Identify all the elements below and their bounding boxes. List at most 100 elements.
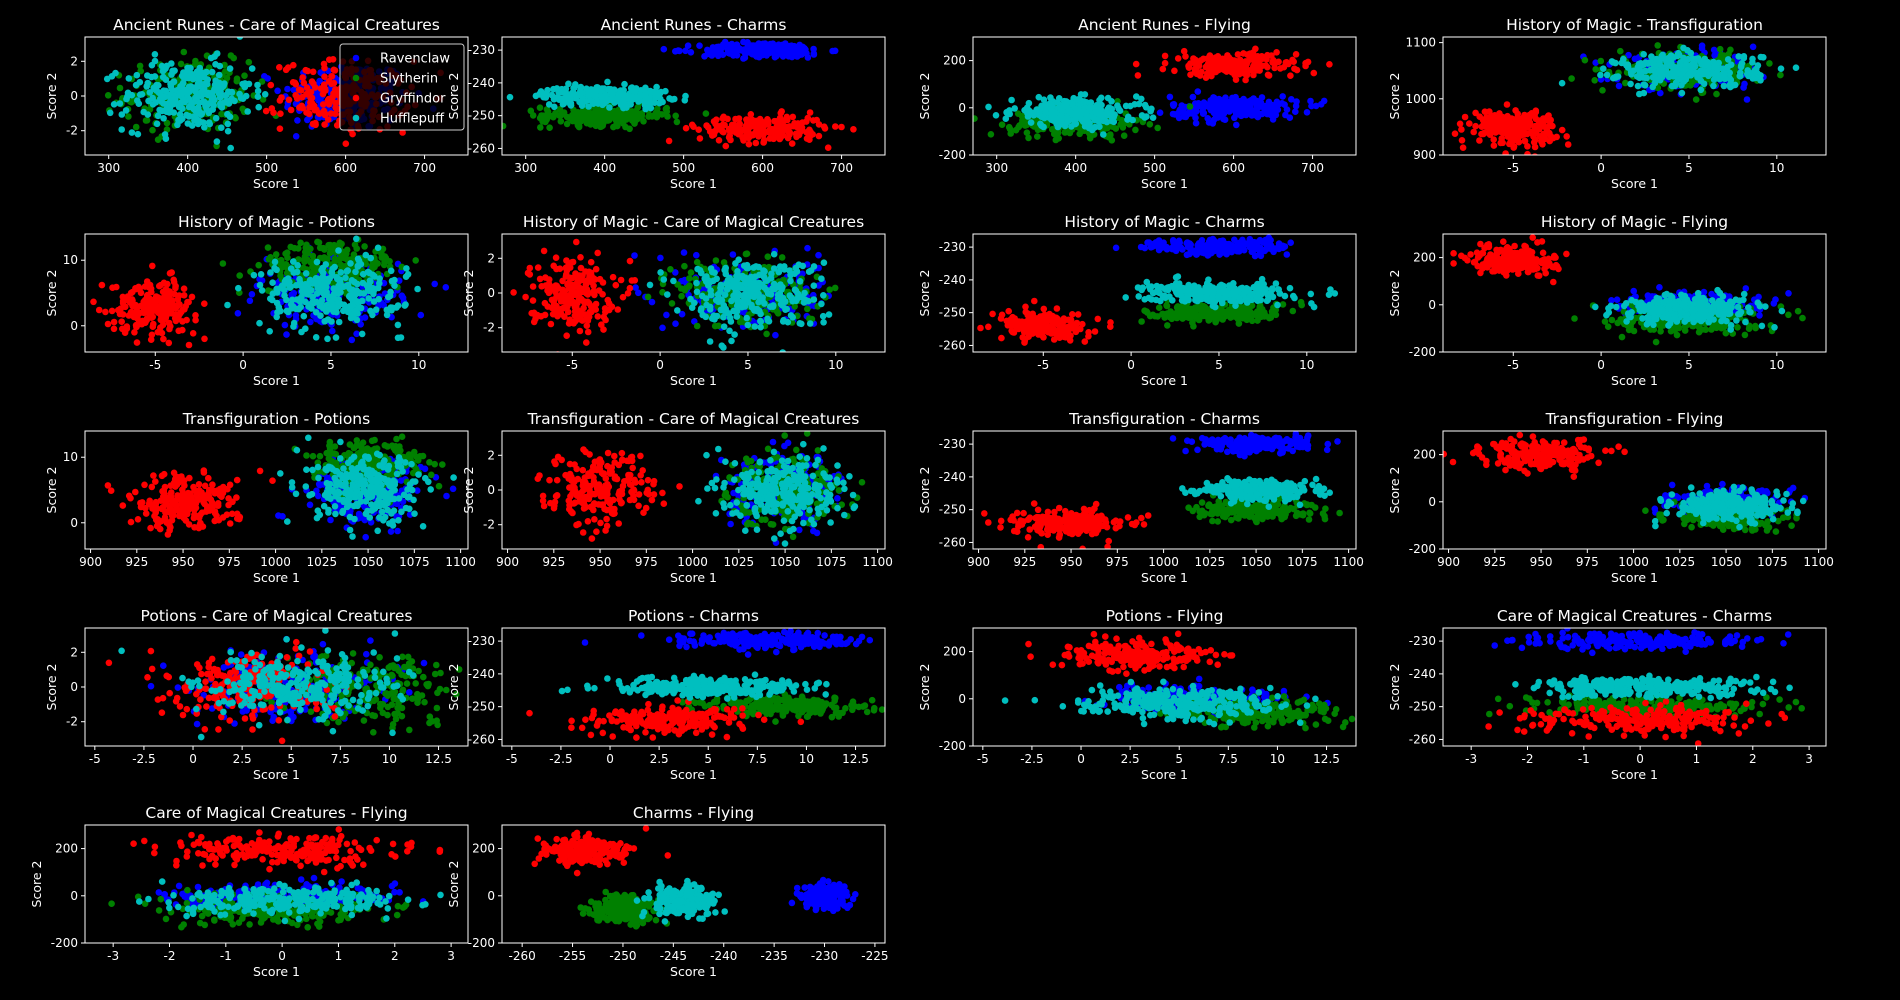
x-tick-label: 300	[985, 161, 1008, 175]
y-tick-label: 1000	[1405, 92, 1436, 106]
data-point	[656, 99, 663, 107]
data-point	[355, 257, 363, 265]
data-point	[170, 276, 177, 284]
data-point	[294, 117, 301, 124]
data-point	[201, 335, 208, 343]
data-point	[123, 95, 130, 103]
data-point	[337, 269, 345, 276]
data-point	[149, 126, 156, 134]
data-point	[1608, 58, 1616, 65]
data-point	[298, 102, 306, 110]
data-point	[1749, 43, 1757, 51]
data-point	[1740, 54, 1748, 62]
scatter-points	[510, 238, 839, 352]
data-point	[346, 303, 353, 310]
data-point	[365, 295, 373, 302]
data-point	[189, 330, 197, 337]
data-point	[1122, 102, 1130, 110]
data-point	[183, 316, 190, 324]
data-point	[328, 73, 335, 80]
data-point	[176, 117, 184, 124]
data-point	[224, 301, 231, 309]
data-point	[1161, 52, 1169, 60]
data-point	[285, 96, 293, 104]
data-point	[255, 261, 262, 269]
data-point	[1553, 133, 1560, 141]
data-point	[682, 124, 690, 132]
data-point	[276, 64, 283, 71]
data-point	[402, 273, 410, 281]
data-point	[1700, 70, 1707, 78]
x-axis-label: Score 1	[670, 176, 717, 191]
data-point	[642, 94, 649, 102]
data-point	[254, 87, 262, 95]
data-point	[1269, 111, 1277, 118]
data-point	[752, 139, 760, 147]
data-point	[103, 75, 111, 83]
data-point	[125, 75, 133, 82]
data-point	[769, 40, 777, 47]
data-point	[1119, 120, 1127, 127]
data-point	[347, 260, 354, 267]
data-point	[1461, 113, 1469, 121]
data-point	[412, 257, 420, 264]
data-point	[180, 292, 188, 299]
data-point	[1192, 119, 1200, 127]
data-point	[224, 127, 232, 135]
data-point	[124, 293, 132, 300]
data-point	[205, 119, 213, 126]
data-point	[1624, 64, 1632, 71]
data-point	[319, 101, 327, 108]
data-point	[168, 86, 176, 93]
data-point	[274, 289, 281, 296]
data-point	[1112, 125, 1120, 132]
y-tick-label: 2	[70, 54, 78, 68]
data-point	[831, 47, 839, 55]
data-point	[1312, 102, 1320, 110]
data-point	[184, 298, 191, 306]
data-point	[336, 239, 344, 247]
data-point	[1273, 49, 1280, 56]
data-point	[657, 88, 665, 96]
data-point	[1240, 50, 1247, 57]
data-point	[1634, 82, 1642, 90]
y-tick-label: 0	[70, 89, 78, 103]
data-point	[1132, 60, 1140, 68]
data-point	[1171, 67, 1178, 75]
data-point	[150, 320, 157, 328]
data-point	[372, 306, 380, 314]
data-point	[166, 325, 173, 333]
data-point	[234, 310, 242, 317]
data-point	[248, 291, 256, 298]
data-point	[1161, 59, 1169, 67]
legend-marker	[352, 114, 360, 122]
data-point	[352, 268, 359, 276]
data-point	[133, 302, 140, 310]
data-point	[630, 86, 638, 93]
data-point	[1086, 134, 1094, 141]
data-point	[1244, 108, 1251, 115]
data-point	[1215, 95, 1223, 103]
data-point	[1653, 55, 1660, 63]
data-point	[394, 302, 402, 309]
data-point	[306, 110, 313, 118]
data-point	[148, 331, 156, 339]
data-point	[241, 72, 248, 79]
data-point	[159, 73, 167, 81]
data-point	[118, 126, 125, 133]
subplot-title: Ancient Runes - Flying	[1078, 16, 1251, 34]
data-point	[1792, 64, 1800, 71]
data-point	[153, 120, 161, 128]
data-point	[1012, 126, 1020, 134]
data-point	[95, 306, 103, 314]
data-point	[250, 271, 258, 279]
data-point	[343, 268, 351, 275]
data-point	[1476, 137, 1483, 144]
data-point	[233, 77, 241, 85]
data-point	[128, 91, 136, 99]
data-point	[1496, 110, 1503, 117]
data-point	[149, 94, 156, 102]
data-point	[1310, 69, 1318, 77]
data-point	[298, 293, 305, 301]
